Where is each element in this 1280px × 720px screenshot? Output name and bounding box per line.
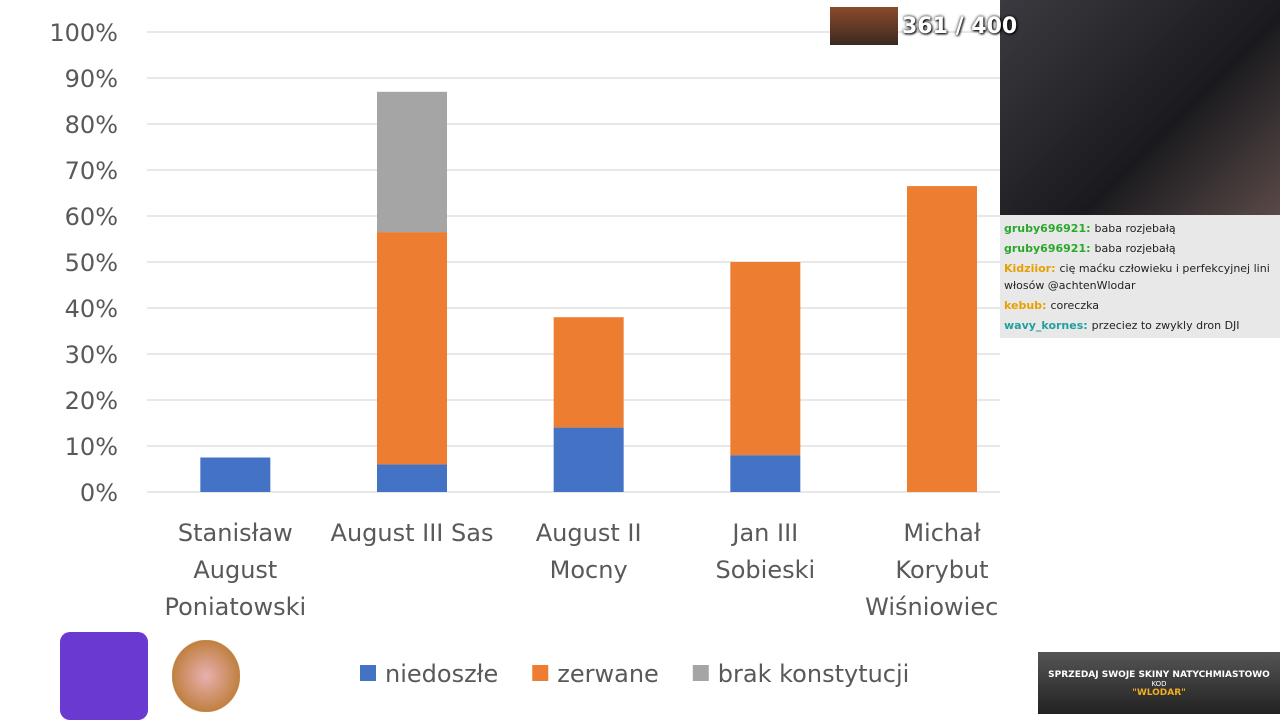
y-tick-label: 40% — [65, 295, 118, 323]
chat-user: kebub: — [1004, 299, 1047, 312]
y-tick-label: 0% — [80, 479, 118, 507]
chat-text: przeciez to zwykly dron DJI — [1091, 319, 1240, 332]
icon — [60, 632, 148, 720]
ad-code-label: KOD — [1151, 680, 1167, 688]
x-tick-label-line: Korybut — [895, 556, 988, 584]
chat-text: coreczka — [1050, 299, 1100, 312]
chat-user: gruby696921: — [1004, 222, 1091, 235]
chat: gruby696921: baba rozjebałą gruby696921: ba… — [1000, 215, 1280, 338]
legend-swatch — [532, 665, 549, 681]
y-tick-label: 20% — [65, 387, 118, 415]
bar-segment — [907, 186, 977, 492]
y-tick-label: 30% — [65, 341, 118, 369]
x-tick-label-line: Mocny — [550, 556, 628, 584]
chat-text: baba rozjebałą — [1094, 242, 1176, 255]
x-tick-label-line: Jan III — [730, 519, 798, 547]
chat-message: wavy_kornes: przeciez to zwykly dron DJI — [1004, 317, 1276, 334]
x-tick-label-line: Poniatowski — [164, 593, 306, 621]
bar-segment — [200, 457, 271, 492]
chart: 0% 10% 20% 30% 40% 50% 60% 70% 80% 90% 100% Stanisł… — [49, 19, 1000, 688]
bar-segment — [377, 232, 447, 465]
x-tick-label-line: August III Sas — [331, 519, 494, 547]
bar-segment — [553, 427, 624, 492]
counter: 361 / 400 — [830, 6, 1017, 46]
chat-user: gruby696921: — [1004, 242, 1091, 255]
chat-text: cię maćku człowieku i perfekcyjnej lini … — [1004, 262, 1270, 292]
x-tick-label: Stanisław August Poniatowski — [164, 519, 306, 621]
legend-label: brak konstytucji — [718, 660, 910, 688]
ad-code: "WLODAR" — [1132, 688, 1186, 698]
y-tick-label: 100% — [49, 19, 118, 47]
bar-segment — [377, 91, 447, 233]
legend-swatch — [692, 665, 709, 681]
chat-user: Kidziior: — [1004, 262, 1056, 275]
x-tick-label-line: Sobieski — [716, 556, 816, 584]
y-tick-label: 50% — [65, 249, 118, 277]
x-tick-label-line: August II — [536, 519, 642, 547]
legend-label: niedoszłe — [385, 660, 498, 688]
y-tick-label: 60% — [65, 203, 118, 231]
ad: SPRZEDAJ SWOJE SKINY NATYCHMIASTOWO KOD … — [1038, 652, 1280, 714]
chat-message: gruby696921: baba rozjebałą — [1004, 240, 1276, 257]
x-tick-label-line: Stanisław — [178, 519, 293, 547]
y-tick-label: 90% — [65, 65, 118, 93]
chat-message: Kidziior: cię maćku człowieku i perfekcyj… — [1004, 260, 1276, 294]
y-tick-label: 80% — [65, 111, 118, 139]
legend-swatch — [360, 665, 376, 681]
chat-user: wavy_kornes: — [1004, 319, 1088, 332]
bar-segment — [553, 317, 624, 428]
bar-segment — [730, 262, 801, 456]
x-tick-label: August II Mocny — [536, 519, 642, 584]
webcam — [1000, 0, 1280, 215]
ad-headline: SPRZEDAJ SWOJE SKINY NATYCHMIASTOWO — [1048, 670, 1270, 680]
y-tick-label: 10% — [65, 433, 118, 461]
x-tick-label: August III Sas — [331, 519, 494, 547]
x-tick-label-line: Michał — [903, 519, 980, 547]
y-tick-label: 70% — [65, 157, 118, 185]
counter-image — [830, 7, 898, 45]
counter-text: 361 / 400 — [902, 13, 1018, 39]
x-tick-label-line: August — [193, 556, 277, 584]
bar-segment — [730, 455, 801, 492]
x-tick-label: Michał Korybut Wiśniowiecki — [865, 519, 1000, 621]
x-tick-label: Jan III Sobieski — [716, 519, 816, 584]
chat-text: baba rozjebałą — [1094, 222, 1176, 235]
icon — [172, 640, 240, 712]
chat-message: kebub: coreczka — [1004, 297, 1276, 314]
x-tick-label-line: Wiśniowiecki — [865, 593, 1000, 621]
bar-segment — [377, 464, 447, 492]
chat-message: gruby696921: baba rozjebałą — [1004, 220, 1276, 237]
legend-label: zerwane — [557, 660, 659, 688]
